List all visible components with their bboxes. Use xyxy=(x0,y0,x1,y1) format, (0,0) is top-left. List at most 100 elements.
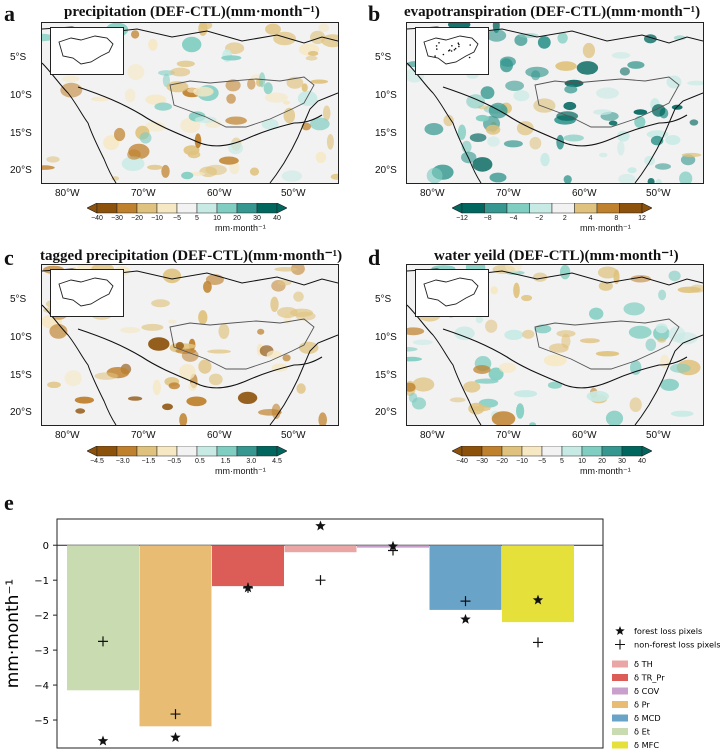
anomaly-patch xyxy=(168,382,180,390)
colorbar-tick-label: −5 xyxy=(173,215,181,222)
anomaly-patch xyxy=(318,23,330,33)
anomaly-patch xyxy=(655,178,662,183)
forest-loss-marker xyxy=(315,520,326,531)
anomaly-patch xyxy=(516,403,525,419)
anomaly-patch xyxy=(644,155,655,166)
forest-loss-marker xyxy=(532,594,544,605)
anomaly-patch xyxy=(297,90,318,106)
anomaly-patch xyxy=(487,136,500,147)
anomaly-patch xyxy=(301,83,308,92)
anomaly-patch xyxy=(277,307,298,318)
bar-mfc xyxy=(502,545,574,623)
inset-dot xyxy=(434,55,436,57)
anomaly-patch xyxy=(485,124,501,135)
panel-letter-c: c xyxy=(4,245,14,270)
anomaly-patch xyxy=(469,133,487,142)
colorbar-unit: mm·month⁻¹ xyxy=(580,223,631,233)
colorbar-segment xyxy=(196,203,218,214)
bar-et xyxy=(67,545,139,691)
anomaly-patch xyxy=(488,367,504,381)
colorbar-tick-label: −20 xyxy=(131,215,143,222)
panel-title-c: tagged precipitation (DEF-CTL)(mm·month⁻… xyxy=(40,248,343,264)
anomaly-patch xyxy=(611,52,631,59)
anomaly-patch xyxy=(407,327,425,336)
anomaly-patch xyxy=(463,381,481,393)
anomaly-patch xyxy=(474,378,499,384)
anomaly-patch xyxy=(473,365,491,374)
anomaly-patch xyxy=(187,150,201,159)
colorbar-segment xyxy=(196,446,218,457)
colorbar-extend-high xyxy=(641,446,652,457)
inset-dot xyxy=(454,47,457,50)
anomaly-patch xyxy=(271,403,281,419)
anomaly-patch xyxy=(309,117,330,131)
colorbar-segment xyxy=(501,446,523,457)
inset-region-outline xyxy=(58,277,114,307)
anomaly-patch xyxy=(655,163,671,170)
colorbar-segment xyxy=(506,203,530,214)
anomaly-patch xyxy=(318,412,327,425)
anomaly-patch xyxy=(60,82,83,98)
anomaly-patch xyxy=(618,173,636,183)
colorbar-segment xyxy=(176,203,198,214)
lon-label: 80°W xyxy=(420,430,445,441)
anomaly-patch xyxy=(658,289,667,301)
inset-region-outline xyxy=(58,35,114,65)
colorbar-extend-low xyxy=(87,203,98,214)
anomaly-patch xyxy=(513,282,520,299)
deforestation-region-outline xyxy=(534,318,680,370)
colorbar-segment xyxy=(601,446,623,457)
lon-label: 50°W xyxy=(646,188,671,199)
anomaly-patch xyxy=(148,38,158,51)
colorbar-tick-label: −30 xyxy=(476,458,488,465)
colorbar-tick-label: 10 xyxy=(213,215,221,222)
colorbar-tick-label: −20 xyxy=(496,458,508,465)
anomaly-patch xyxy=(599,152,608,158)
lat-label: 20°S xyxy=(375,165,397,176)
nonforest-loss-marker xyxy=(243,582,253,593)
colorbar-segment xyxy=(529,203,553,214)
colorbar-tick-label: −2 xyxy=(535,215,544,222)
anomaly-patch xyxy=(114,127,126,142)
country-border xyxy=(77,328,323,389)
colorbar-tick-label: 20 xyxy=(598,458,606,465)
inset-dot xyxy=(448,50,450,52)
inset-dot xyxy=(435,45,438,47)
anomaly-patch xyxy=(559,265,571,280)
legend-label: δ COV xyxy=(634,686,660,696)
legend-label: δ Pr xyxy=(634,700,650,710)
anomaly-patch xyxy=(645,338,657,352)
bar-th xyxy=(284,545,357,553)
lat-label: 5°S xyxy=(375,294,392,305)
panel-letter-a: a xyxy=(4,1,15,26)
lon-label: 80°W xyxy=(420,188,445,199)
legend-swatch xyxy=(612,701,628,708)
anomaly-patch xyxy=(485,319,498,333)
coastline-west xyxy=(42,304,117,425)
anomaly-patch xyxy=(322,105,331,121)
anomaly-patch xyxy=(203,280,212,293)
colorbar-extend-high xyxy=(276,203,287,214)
coastline-east xyxy=(634,334,703,425)
colorbar-segment xyxy=(156,203,178,214)
colorbar-tick-label: −4 xyxy=(509,215,518,222)
anomaly-patch xyxy=(486,29,507,42)
anomaly-patch xyxy=(513,390,538,398)
anomaly-patch xyxy=(261,118,279,130)
anomaly-patch xyxy=(589,307,604,320)
colorbar-segment xyxy=(236,203,258,214)
anomaly-patch xyxy=(563,175,572,183)
coastline-west xyxy=(407,62,482,183)
anomaly-patch xyxy=(264,92,288,103)
anomaly-patch xyxy=(194,116,217,123)
y-tick-label: −5 xyxy=(34,716,49,727)
colorbar-tick-label: 0.5 xyxy=(194,458,205,465)
country-border xyxy=(442,328,688,389)
anomaly-patch xyxy=(257,328,265,335)
colorbar-tick-label: 4.5 xyxy=(272,458,282,465)
map-panel-c xyxy=(41,264,339,426)
lon-label: 50°W xyxy=(646,430,671,441)
anomaly-patch xyxy=(533,272,548,282)
anomaly-patch xyxy=(628,325,652,339)
coastline-east xyxy=(269,334,338,425)
